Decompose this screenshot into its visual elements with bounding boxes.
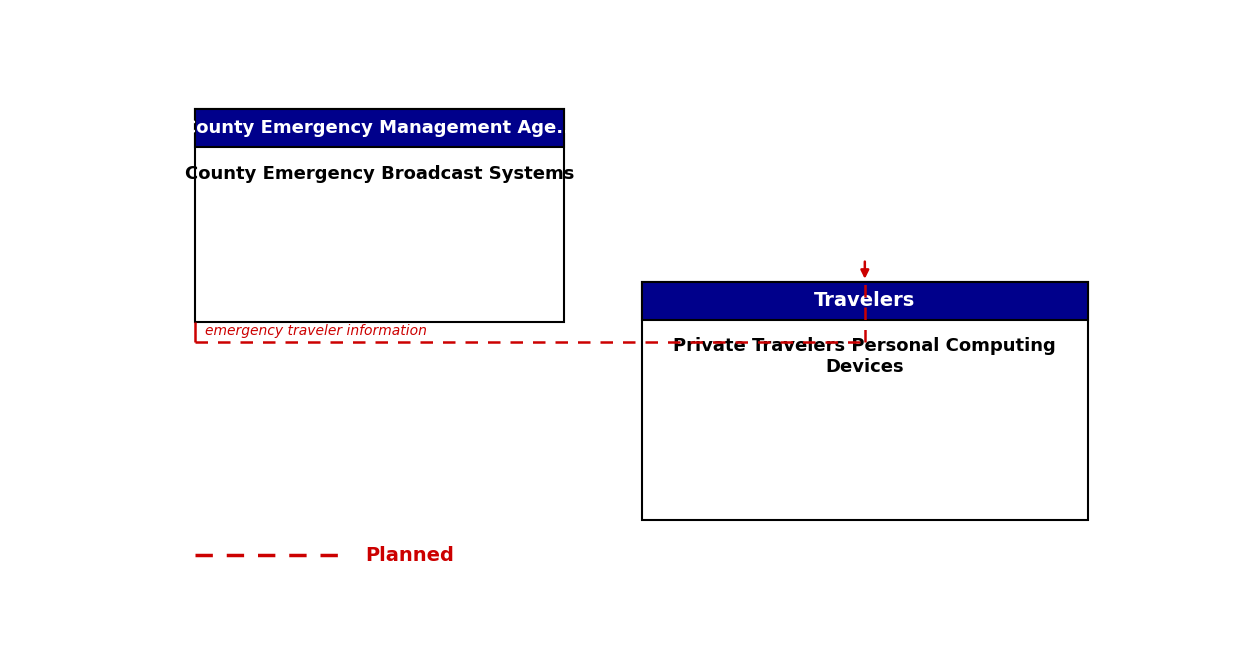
Text: Travelers: Travelers — [814, 291, 915, 310]
Bar — [195, 109, 563, 322]
Bar — [641, 282, 1088, 520]
Text: Planned: Planned — [366, 545, 454, 565]
Text: emergency traveler information: emergency traveler information — [205, 324, 427, 338]
Bar — [195, 109, 563, 147]
Text: County Emergency Broadcast Systems: County Emergency Broadcast Systems — [185, 165, 575, 183]
Text: Private Travelers Personal Computing
Devices: Private Travelers Personal Computing Dev… — [674, 338, 1057, 376]
Text: County Emergency Management Age...: County Emergency Management Age... — [183, 119, 577, 138]
Bar — [641, 282, 1088, 320]
